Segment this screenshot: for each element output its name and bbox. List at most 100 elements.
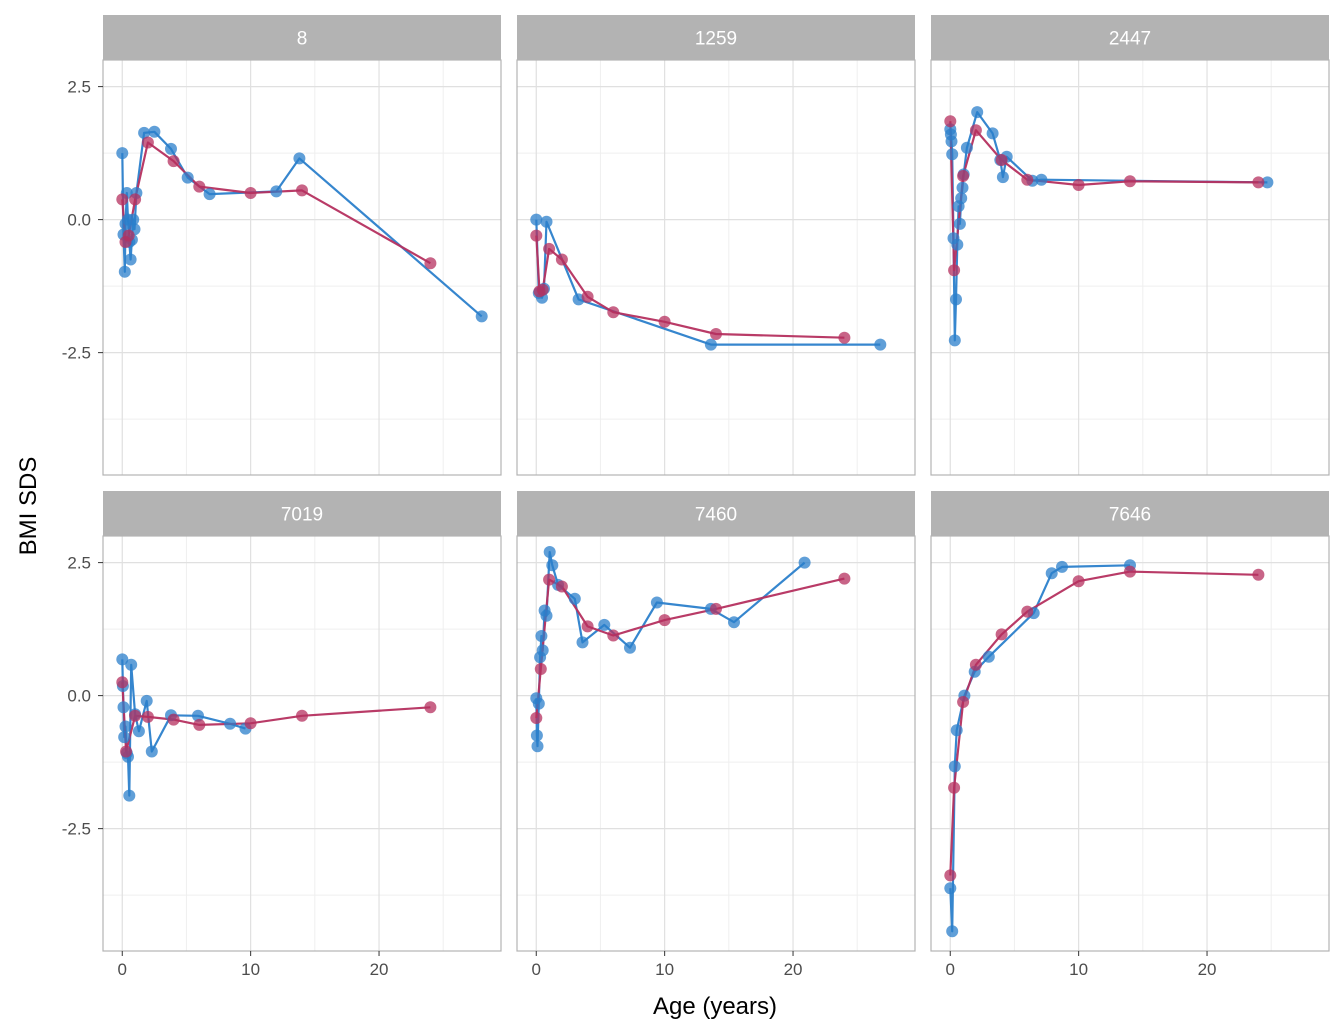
data-point-observed	[946, 925, 959, 938]
panel-7019: 7019 0 10 20 2.5 0.0 -2.5	[62, 491, 502, 979]
data-point-predicted	[838, 331, 851, 344]
data-point-observed	[118, 265, 131, 278]
data-point-observed	[944, 882, 957, 895]
data-point-observed	[960, 141, 973, 154]
data-point-predicted	[167, 713, 180, 726]
x-tick-label: 10	[241, 960, 260, 979]
data-point-predicted	[534, 663, 547, 675]
data-point-predicted	[244, 717, 257, 730]
data-point-predicted	[581, 290, 594, 303]
panel-strip	[931, 15, 1329, 60]
data-point-predicted	[995, 154, 1008, 166]
panel-border	[516, 59, 916, 476]
x-tick-label: 0	[946, 960, 955, 979]
panel-strip	[103, 15, 501, 60]
panel-strip	[103, 491, 501, 536]
data-point-predicted	[1252, 568, 1265, 581]
data-point-predicted	[1021, 605, 1034, 618]
data-point-predicted	[122, 229, 135, 242]
data-point-observed	[996, 171, 1009, 184]
data-point-observed	[119, 720, 132, 733]
data-point-observed	[798, 556, 811, 569]
series-line-observed	[949, 564, 1131, 933]
y-tick-label: 0.0	[67, 687, 91, 706]
data-point-observed	[181, 171, 194, 184]
panel-strip	[931, 491, 1329, 536]
data-point-observed	[125, 658, 138, 671]
data-point-observed	[543, 546, 556, 558]
data-point-observed	[598, 618, 611, 631]
y-tick-label: 0.0	[67, 211, 91, 230]
data-point-observed	[127, 213, 140, 226]
data-point-predicted	[536, 283, 549, 296]
data-point-observed	[956, 181, 969, 194]
series-line-predicted	[535, 235, 845, 339]
panel-strip-label: 2447	[1109, 29, 1151, 50]
data-point-predicted	[1124, 565, 1136, 578]
data-point-observed	[132, 725, 145, 738]
data-point-observed	[950, 724, 963, 737]
data-point-observed	[874, 338, 887, 351]
data-point-observed	[950, 293, 962, 306]
data-point-observed	[572, 293, 585, 306]
data-point-observed	[982, 650, 995, 663]
data-point-predicted	[957, 170, 970, 182]
data-point-observed	[1045, 567, 1058, 580]
data-point-predicted	[116, 193, 129, 206]
series-line-observed	[949, 110, 1268, 342]
panel-strip-label: 7646	[1109, 505, 1151, 526]
panel-8: 8 2.5 0.0 -2.5	[62, 15, 502, 476]
data-point-predicted	[969, 124, 982, 137]
y-tick-label: -2.5	[62, 344, 91, 363]
panel-border	[516, 535, 916, 952]
data-point-predicted	[1124, 175, 1136, 188]
data-point-observed	[116, 653, 129, 666]
panel-border	[102, 59, 502, 476]
data-point-observed	[293, 152, 306, 165]
x-tick-label: 20	[784, 960, 803, 979]
data-point-predicted	[543, 573, 556, 586]
panel-strip	[517, 491, 915, 536]
data-point-predicted	[141, 136, 154, 149]
data-point-observed	[224, 717, 237, 730]
data-point-observed	[946, 148, 959, 161]
data-point-predicted	[555, 580, 568, 593]
panel-border	[930, 535, 1330, 952]
panel-border	[930, 59, 1330, 476]
data-point-observed	[530, 729, 543, 742]
data-point-predicted	[658, 315, 671, 328]
data-point-predicted	[957, 696, 970, 708]
data-point-predicted	[948, 781, 961, 794]
data-point-predicted	[244, 187, 257, 199]
data-point-predicted	[658, 614, 671, 627]
data-point-predicted	[607, 629, 620, 642]
data-point-observed	[540, 215, 553, 228]
data-point-observed	[728, 616, 740, 629]
data-point-predicted	[167, 155, 180, 168]
data-point-observed	[270, 185, 283, 198]
data-point-observed	[532, 697, 545, 710]
data-point-observed	[530, 213, 543, 226]
data-point-observed	[1056, 560, 1068, 573]
data-point-predicted	[607, 306, 620, 319]
data-point-observed	[145, 745, 158, 758]
x-tick-label: 0	[118, 960, 127, 979]
data-point-predicted	[120, 745, 133, 758]
data-point-observed	[192, 709, 204, 722]
data-point-observed	[475, 310, 488, 323]
y-tick-label: -2.5	[62, 820, 91, 839]
data-point-predicted	[555, 253, 568, 266]
data-point-predicted	[296, 184, 308, 197]
data-point-observed	[124, 253, 137, 266]
x-tick-label: 10	[655, 960, 674, 979]
data-point-predicted	[296, 709, 308, 722]
data-point-observed	[624, 641, 636, 654]
panel-1259: 1259	[516, 15, 916, 476]
data-point-observed	[1035, 173, 1048, 186]
data-point-observed	[123, 789, 136, 802]
data-point-predicted	[129, 709, 142, 722]
data-point-observed	[536, 644, 549, 657]
data-point-observed	[704, 338, 717, 351]
data-point-predicted	[710, 602, 722, 615]
data-point-predicted	[129, 193, 142, 206]
